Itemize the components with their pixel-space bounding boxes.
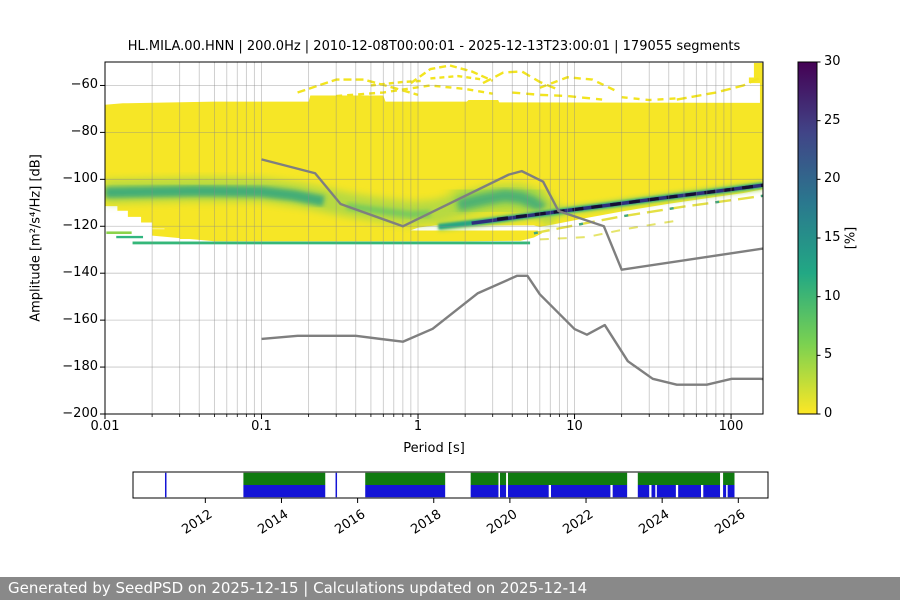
y-tick-label: −120 (62, 218, 98, 234)
nlnm-curve (261, 274, 763, 386)
y-tick-label: −180 (62, 359, 98, 375)
timeline-green-segment (637, 472, 721, 485)
timeline-blue-segment (551, 485, 611, 498)
y-tick-label: −80 (70, 124, 98, 140)
x-axis-label: Period [s] (403, 441, 465, 456)
ppsd-heatmap (105, 62, 763, 245)
timeline-green-segment (723, 472, 735, 485)
x-tick-label: 1 (413, 419, 423, 434)
plot-frame (104, 61, 764, 415)
footer-bar: Generated by SeedPSD on 2025-12-15 | Cal… (0, 577, 900, 600)
timeline-green-segment (507, 472, 628, 485)
colorbar-tick-label: 0 (824, 406, 833, 421)
nhnm-curve (261, 158, 763, 271)
timeline-blue-segment (507, 485, 549, 498)
timeline-blue-segment (470, 485, 499, 498)
noise-model-curves (261, 158, 763, 386)
x-tick-label: 100 (718, 419, 744, 434)
timeline-green-segment (499, 472, 507, 485)
y-tick-label: −100 (62, 171, 98, 187)
availability-timeline (132, 471, 769, 503)
y-tick-label: −160 (62, 312, 98, 328)
timeline-blue-segment (365, 485, 446, 498)
y-tick-label: −140 (62, 265, 98, 281)
x-tick-label: 0.1 (251, 419, 272, 434)
timeline-blue-segment (499, 485, 507, 498)
x-tick-label: 10 (566, 419, 583, 434)
plot-title: HL.MILA.00.HNN | 200.0Hz | 2010-12-08T00… (127, 39, 741, 54)
colorbar-gradient (798, 62, 817, 414)
timeline-blue-segment (727, 485, 735, 498)
colorbar-tick-label: 10 (824, 288, 841, 304)
timeline-blue-segment (243, 485, 326, 498)
timeline-blue-segment (678, 485, 701, 498)
timeline-blue-segment (703, 485, 721, 498)
timeline-green-segment (365, 472, 446, 485)
timeline-blue-segment (651, 485, 656, 498)
colorbar-tick-label: 20 (824, 171, 841, 187)
colorbar-tick-label: 30 (824, 54, 841, 69)
y-tick-label: −60 (70, 77, 98, 93)
timeline-frame (132, 471, 769, 499)
timeline-blue-segment (723, 485, 727, 498)
x-tick-label: 0.01 (90, 419, 120, 434)
timeline-blue-segment (612, 485, 628, 498)
grid-lines (104, 62, 763, 414)
timeline-blue-segment (656, 485, 676, 498)
timeline-green-segment (243, 472, 326, 485)
colorbar-tick-label: 15 (824, 230, 841, 245)
timeline-green-segment (470, 472, 499, 485)
y-tick-label: −200 (62, 406, 98, 421)
timeline-blue-line (164, 472, 167, 498)
timeline-blue-line (335, 472, 338, 498)
colorbar-tick-label: 5 (824, 347, 833, 363)
colorbar-tick-label: 25 (824, 112, 841, 128)
ppsd-figure-canvas (100, 61, 821, 503)
axis-ticks (100, 84, 732, 419)
timeline-blue-segment (637, 485, 650, 498)
